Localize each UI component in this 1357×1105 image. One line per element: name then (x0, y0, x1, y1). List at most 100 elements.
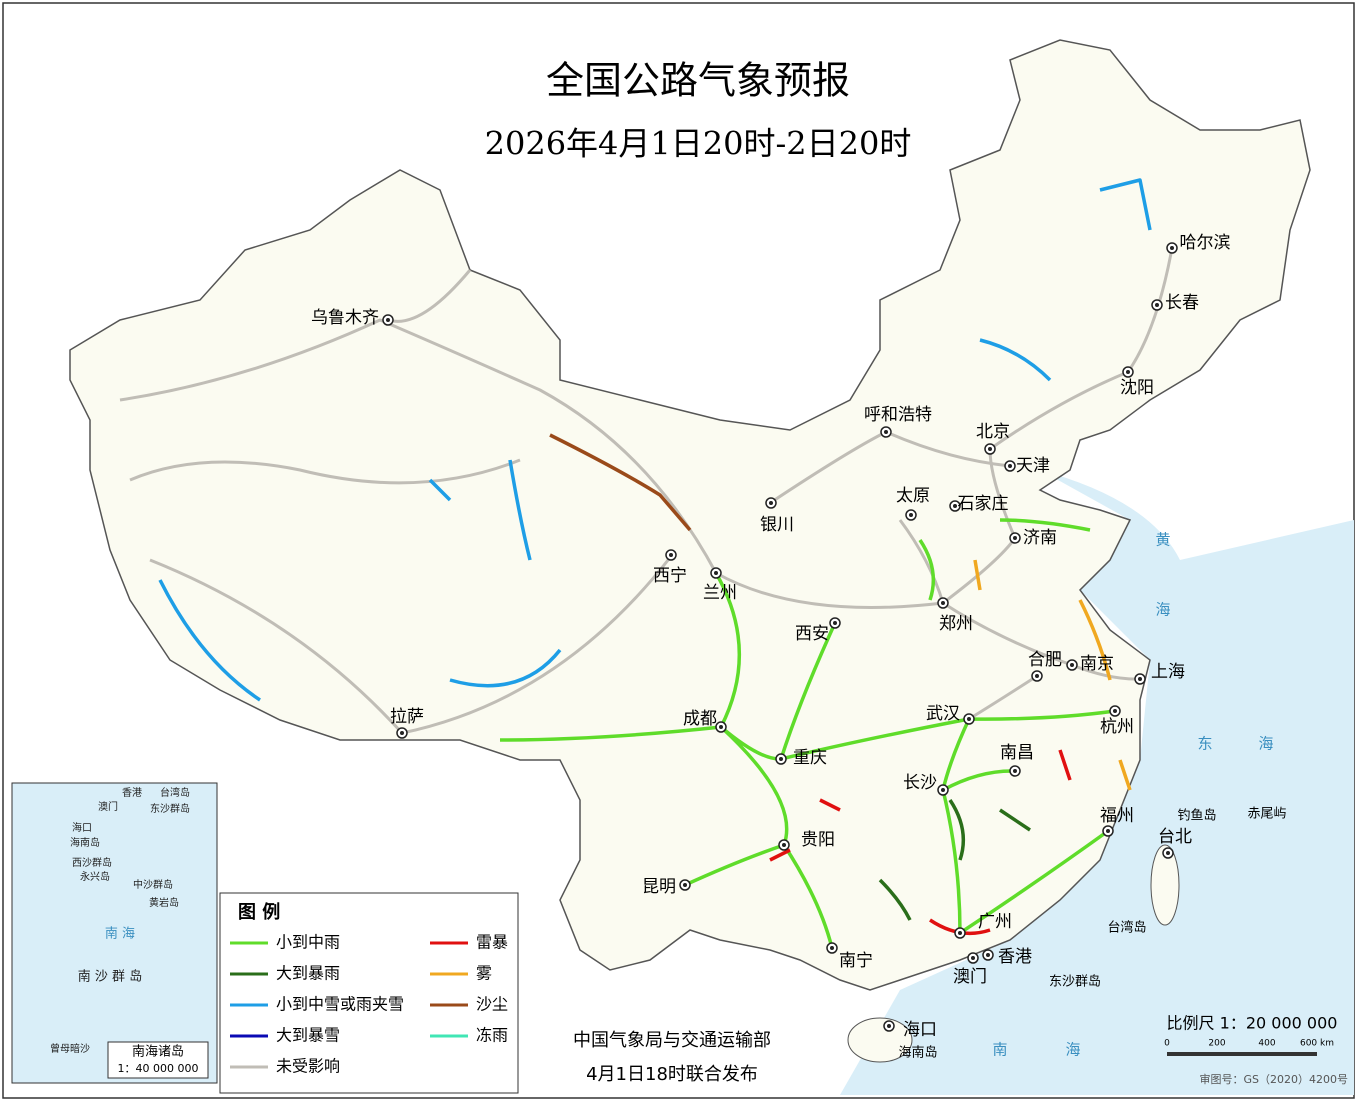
city-label: 太原 (896, 486, 930, 506)
city-label: 郑州 (939, 614, 973, 634)
city-dot (1138, 677, 1142, 681)
city-dot (1035, 674, 1039, 678)
city-dot (971, 956, 975, 960)
city-dot (1170, 246, 1174, 250)
legend-title: 图 例 (238, 901, 280, 923)
city-label: 兰州 (703, 583, 737, 603)
land (69, 39, 1311, 991)
legend-label: 雾 (476, 964, 492, 983)
city-label: 长沙 (903, 773, 937, 793)
city-label: 贵阳 (801, 830, 835, 850)
inset-label: 海南岛 (70, 836, 100, 849)
place-label: 海南岛 (898, 1045, 937, 1061)
city-label: 银川 (760, 515, 794, 535)
city-label: 南昌 (1000, 743, 1034, 763)
inset-label: 东沙群岛 (150, 802, 190, 815)
scale-tick: 0 (1164, 1039, 1170, 1049)
city-dot (779, 757, 783, 761)
city-label: 天津 (1016, 456, 1050, 476)
city-dot (1013, 536, 1017, 540)
city-label: 昆明 (642, 877, 676, 897)
inset-label: 南 海 (105, 926, 135, 942)
city-dot (967, 717, 971, 721)
city-dot (953, 504, 957, 508)
city-label: 拉萨 (390, 707, 424, 727)
legend-label: 大到暴雨 (276, 964, 340, 983)
city-label: 香港 (998, 947, 1032, 967)
city-label: 呼和浩特 (864, 405, 932, 425)
city-label: 台北 (1158, 827, 1192, 847)
road (158, 178, 1152, 702)
city-label: 哈尔滨 (1180, 233, 1231, 253)
legend-label: 小到中雪或雨夹雪 (276, 995, 404, 1014)
city-dot (1106, 829, 1110, 833)
place-label: 东沙群岛 (1049, 974, 1101, 990)
sea-label: 东 (1197, 735, 1212, 753)
inset-title: 南海诸岛 (132, 1044, 184, 1060)
place-label: 赤尾屿 (1247, 807, 1286, 822)
city-dot (719, 725, 723, 729)
road (549, 433, 692, 532)
place-label: 台湾岛 (1107, 920, 1146, 936)
inset-scale: 1：40 000 000 (118, 1062, 199, 1075)
city-dot (782, 843, 786, 847)
city-label: 南京 (1080, 654, 1114, 674)
city-label: 乌鲁木齐 (311, 308, 379, 328)
city-label: 广州 (978, 912, 1012, 932)
city-dot (1166, 851, 1170, 855)
places: 海南岛钓鱼岛 赤尾屿台湾岛东沙群岛黄海东 海南海 (898, 531, 1286, 1061)
road (973, 559, 1132, 791)
inset-label: 西沙群岛 (72, 856, 112, 869)
city-dot (833, 621, 837, 625)
city-label: 济南 (1023, 528, 1057, 548)
city-dot (884, 430, 888, 434)
city-label: 海口 (903, 1020, 937, 1040)
city-dot (830, 946, 834, 950)
city-dot (887, 1024, 891, 1028)
road (878, 799, 1031, 921)
inset-label: 海口 (72, 821, 92, 834)
place-label: 钓鱼岛 (1177, 808, 1216, 824)
city-dot (1008, 464, 1012, 468)
scale-tick: 400 (1258, 1039, 1275, 1049)
sea (840, 470, 1354, 1095)
scale-tick: 200 (1208, 1039, 1225, 1049)
sea-label: 海 (1155, 601, 1170, 619)
city-dot (986, 953, 990, 957)
hainan (847, 1017, 913, 1063)
city-label: 合肥 (1028, 650, 1062, 670)
city-label: 上海 (1151, 662, 1185, 682)
sea-label: 海 (1065, 1041, 1080, 1059)
sea-label: 南 (992, 1041, 1007, 1059)
legend-label: 大到暴雪 (276, 1026, 340, 1045)
city-label: 石家庄 (958, 494, 1009, 514)
inset-label: 永兴岛 (80, 870, 110, 883)
legend-label: 未受影响 (276, 1057, 340, 1076)
city-dot (1113, 709, 1117, 713)
city-dot (941, 601, 945, 605)
scale-bar (1167, 1052, 1317, 1056)
city-dot (1155, 303, 1159, 307)
city-dot (714, 571, 718, 575)
road (129, 269, 1038, 721)
inset-title-box (107, 1041, 209, 1079)
city-dot (1070, 663, 1074, 667)
city-label: 南宁 (839, 951, 873, 971)
city-label: 西安 (795, 624, 829, 644)
review-number: 审图号：GS（2020）4200号 (1200, 1072, 1349, 1086)
city-dot (988, 447, 992, 451)
city-label: 重庆 (793, 748, 827, 768)
inset-label: 南 沙 群 岛 (78, 969, 142, 985)
city-label: 福州 (1100, 806, 1134, 826)
city-dot (909, 513, 913, 517)
inset-label: 香港 (122, 787, 142, 799)
sea-label: 海 (1258, 735, 1273, 753)
inset-label: 澳门 (98, 800, 118, 813)
scale-tick: 600 km (1300, 1039, 1334, 1049)
publisher-date: 4月1日18时联合发布 (586, 1064, 758, 1085)
city-dot (958, 931, 962, 935)
